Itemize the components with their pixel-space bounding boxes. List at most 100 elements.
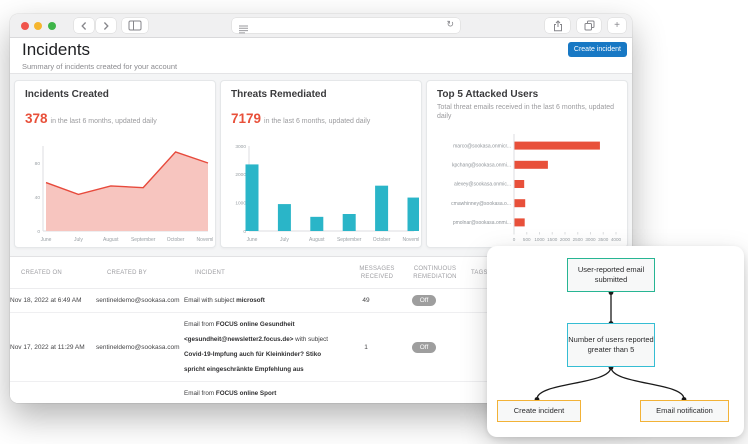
stat-cards: Incidents Created 378 in the last 6 mont…	[14, 80, 628, 248]
address-bar[interactable]: ↻	[232, 18, 460, 34]
overlapping-squares-icon	[584, 20, 594, 31]
cell-created-on: Nov 18, 2022 at 6:49 AM	[10, 297, 82, 304]
table-header: CREATED ON CREATED BY INCIDENT MESSAGES …	[10, 257, 632, 289]
show-tabs-button[interactable]	[577, 18, 601, 33]
threats-remediated-chart: 0 1000 2000 3000 June July August September Octo…	[235, 144, 419, 243]
stat-value: 378	[25, 111, 48, 126]
back-button[interactable]	[74, 18, 94, 33]
stat-caption: in the last 6 months, updated daily	[264, 118, 371, 125]
svg-text:kpchang@sookasa.onmi...: kpchang@sookasa.onmi...	[452, 163, 511, 169]
svg-text:October: October	[167, 237, 185, 243]
card-threats-remediated: Threats Remediated 7179 in the last 6 mo…	[220, 80, 422, 248]
svg-text:2000: 2000	[235, 172, 246, 178]
remediation-off-badge[interactable]: Off	[411, 295, 437, 306]
card-incidents-created: Incidents Created 378 in the last 6 mont…	[14, 80, 216, 248]
svg-text:1000: 1000	[235, 200, 246, 206]
top-attacked-users-chart: marco@sookasa.onmicr... kpchang@sookasa.o…	[451, 134, 622, 242]
flow-node-email-notification[interactable]: Email notification	[640, 400, 729, 422]
svg-text:2500: 2500	[573, 237, 584, 242]
refresh-icon[interactable]: ↻	[446, 19, 454, 29]
chevron-right-icon	[103, 21, 109, 30]
card-title: Incidents Created	[25, 89, 109, 100]
svg-text:4000: 4000	[611, 237, 622, 242]
cell-incident: Email with subject microsoft	[184, 297, 265, 304]
cell-created-on: Nov 17, 2022 at 11:29 AM	[10, 343, 85, 351]
remediation-off-badge[interactable]: Off	[411, 341, 437, 353]
cell-continuous-remediation: Off	[388, 295, 460, 306]
table-row[interactable]: Nov 17, 2022 at 11:29 AM sentineldemo@soo…	[10, 313, 632, 382]
incidents-table-body: Nov 18, 2022 at 6:49 AM sentineldemo@sook…	[10, 289, 632, 403]
svg-text:3000: 3000	[235, 144, 246, 150]
new-tab-button[interactable]: +	[608, 18, 626, 33]
zoom-window-button[interactable]	[48, 22, 56, 30]
card-title: Threats Remediated	[231, 89, 327, 100]
col-continuous-remediation: CONTINUOUS REMEDIATION	[413, 265, 457, 280]
share-icon	[553, 19, 562, 31]
svg-text:3500: 3500	[598, 237, 609, 242]
table-row[interactable]: Nov 18, 2022 at 6:49 AM sentineldemo@sook…	[10, 289, 632, 313]
cell-created-by: sentineldemo@sookasa.com	[96, 297, 180, 304]
svg-text:cmawhinney@sookasa.o...: cmawhinney@sookasa.o...	[451, 201, 511, 207]
svg-text:1500: 1500	[547, 237, 558, 242]
close-window-button[interactable]	[21, 22, 29, 30]
col-messages-received: MESSAGES RECEIVED	[359, 265, 395, 280]
svg-text:0: 0	[37, 229, 40, 235]
plus-icon: +	[614, 20, 620, 31]
forward-button[interactable]	[96, 18, 116, 33]
card-title: Top 5 Attacked Users	[437, 89, 539, 100]
cell-messages-received: 1	[364, 343, 368, 351]
svg-text:June: June	[41, 237, 52, 243]
browser-toolbar: ↻ +	[10, 14, 632, 38]
cell-created-by: sentineldemo@sookasa.com	[96, 343, 180, 351]
stat-value: 7179	[231, 111, 262, 126]
svg-text:September: September	[131, 237, 156, 243]
svg-text:November: November	[196, 237, 213, 243]
flow-node-user-reported-email[interactable]: User-reported email submitted	[567, 258, 655, 292]
share-button[interactable]	[545, 18, 570, 33]
svg-text:August: August	[103, 237, 119, 243]
svg-text:3000: 3000	[585, 237, 596, 242]
svg-text:October: October	[373, 237, 391, 243]
flow-node-users-threshold[interactable]: Number of users reported greater than 5	[567, 323, 655, 367]
table-row[interactable]: Email from FOCUS online Sport <sport@new…	[10, 382, 632, 403]
col-incident: INCIDENT	[195, 269, 225, 276]
svg-text:November: November	[402, 237, 419, 243]
svg-text:pmolnar@sookasa.onmi...: pmolnar@sookasa.onmi...	[453, 220, 511, 226]
page-title: Incidents	[22, 40, 91, 59]
cell-incident: Email from FOCUS online Gesundheit <gesu…	[184, 321, 329, 373]
cell-continuous-remediation: Off	[388, 341, 460, 353]
svg-text:June: June	[247, 237, 258, 243]
reader-icon	[239, 21, 249, 39]
col-created-by: CREATED BY	[107, 269, 147, 276]
cell-incident: Email from FOCUS online Sport <sport@new…	[184, 390, 277, 397]
minimize-window-button[interactable]	[34, 22, 42, 30]
col-created-on: CREATED ON	[21, 269, 62, 276]
svg-text:40: 40	[35, 195, 41, 201]
svg-text:alexey@sookasa.onmic...: alexey@sookasa.onmic...	[454, 182, 511, 188]
svg-text:September: September	[337, 237, 362, 243]
create-incident-button[interactable]: Create incident	[567, 42, 627, 57]
svg-text:0: 0	[243, 229, 246, 235]
svg-text:80: 80	[35, 161, 41, 167]
svg-text:500: 500	[523, 237, 531, 242]
svg-text:0: 0	[513, 237, 516, 242]
page-subtitle: Summary of incidents created for your ac…	[22, 62, 178, 71]
flow-node-create-incident[interactable]: Create incident	[497, 400, 581, 422]
svg-text:July: July	[74, 237, 83, 243]
col-tags: TAGS	[471, 269, 488, 276]
sidebar-toggle-button[interactable]	[122, 18, 148, 33]
svg-text:2000: 2000	[560, 237, 571, 242]
chevron-left-icon	[81, 21, 87, 30]
stat-caption: in the last 6 months, updated daily	[50, 118, 157, 125]
card-subtitle: Total threat emails received in the last…	[437, 104, 615, 120]
svg-text:1000: 1000	[534, 237, 545, 242]
svg-text:marco@sookasa.onmicr...: marco@sookasa.onmicr...	[453, 143, 511, 149]
page-header: Incidents Summary of incidents created f…	[10, 38, 632, 74]
svg-text:August: August	[309, 237, 325, 243]
cell-messages-received: 49	[362, 297, 370, 304]
card-top-attacked-users: Top 5 Attacked Users Total threat emails…	[426, 80, 628, 248]
workflow-panel: User-reported email submitted Number of …	[487, 246, 744, 437]
sidebar-icon	[128, 20, 142, 31]
svg-text:July: July	[280, 237, 289, 243]
